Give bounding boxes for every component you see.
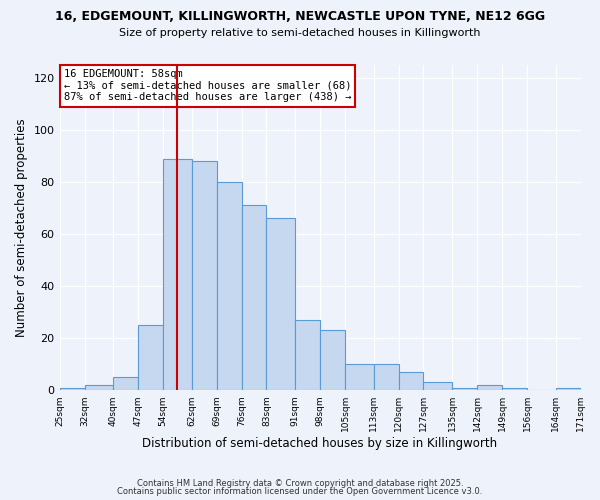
Bar bbox=[266, 218, 295, 390]
Bar bbox=[85, 385, 113, 390]
Bar bbox=[320, 330, 345, 390]
Bar bbox=[217, 182, 242, 390]
Bar bbox=[59, 388, 85, 390]
Bar bbox=[398, 372, 424, 390]
Text: Contains public sector information licensed under the Open Government Licence v3: Contains public sector information licen… bbox=[118, 487, 482, 496]
Y-axis label: Number of semi-detached properties: Number of semi-detached properties bbox=[15, 118, 28, 337]
Bar bbox=[163, 158, 191, 390]
Bar bbox=[374, 364, 398, 390]
Bar bbox=[452, 388, 477, 390]
Text: 16 EDGEMOUNT: 58sqm
← 13% of semi-detached houses are smaller (68)
87% of semi-d: 16 EDGEMOUNT: 58sqm ← 13% of semi-detach… bbox=[64, 69, 351, 102]
Bar bbox=[345, 364, 374, 390]
Text: Contains HM Land Registry data © Crown copyright and database right 2025.: Contains HM Land Registry data © Crown c… bbox=[137, 478, 463, 488]
Bar bbox=[424, 382, 452, 390]
Text: 16, EDGEMOUNT, KILLINGWORTH, NEWCASTLE UPON TYNE, NE12 6GG: 16, EDGEMOUNT, KILLINGWORTH, NEWCASTLE U… bbox=[55, 10, 545, 23]
Bar bbox=[295, 320, 320, 390]
Bar bbox=[556, 388, 581, 390]
Bar bbox=[242, 206, 266, 390]
Bar bbox=[113, 377, 138, 390]
Text: Size of property relative to semi-detached houses in Killingworth: Size of property relative to semi-detach… bbox=[119, 28, 481, 38]
X-axis label: Distribution of semi-detached houses by size in Killingworth: Distribution of semi-detached houses by … bbox=[142, 437, 497, 450]
Bar bbox=[502, 388, 527, 390]
Bar bbox=[191, 162, 217, 390]
Bar bbox=[477, 385, 502, 390]
Bar bbox=[138, 325, 163, 390]
